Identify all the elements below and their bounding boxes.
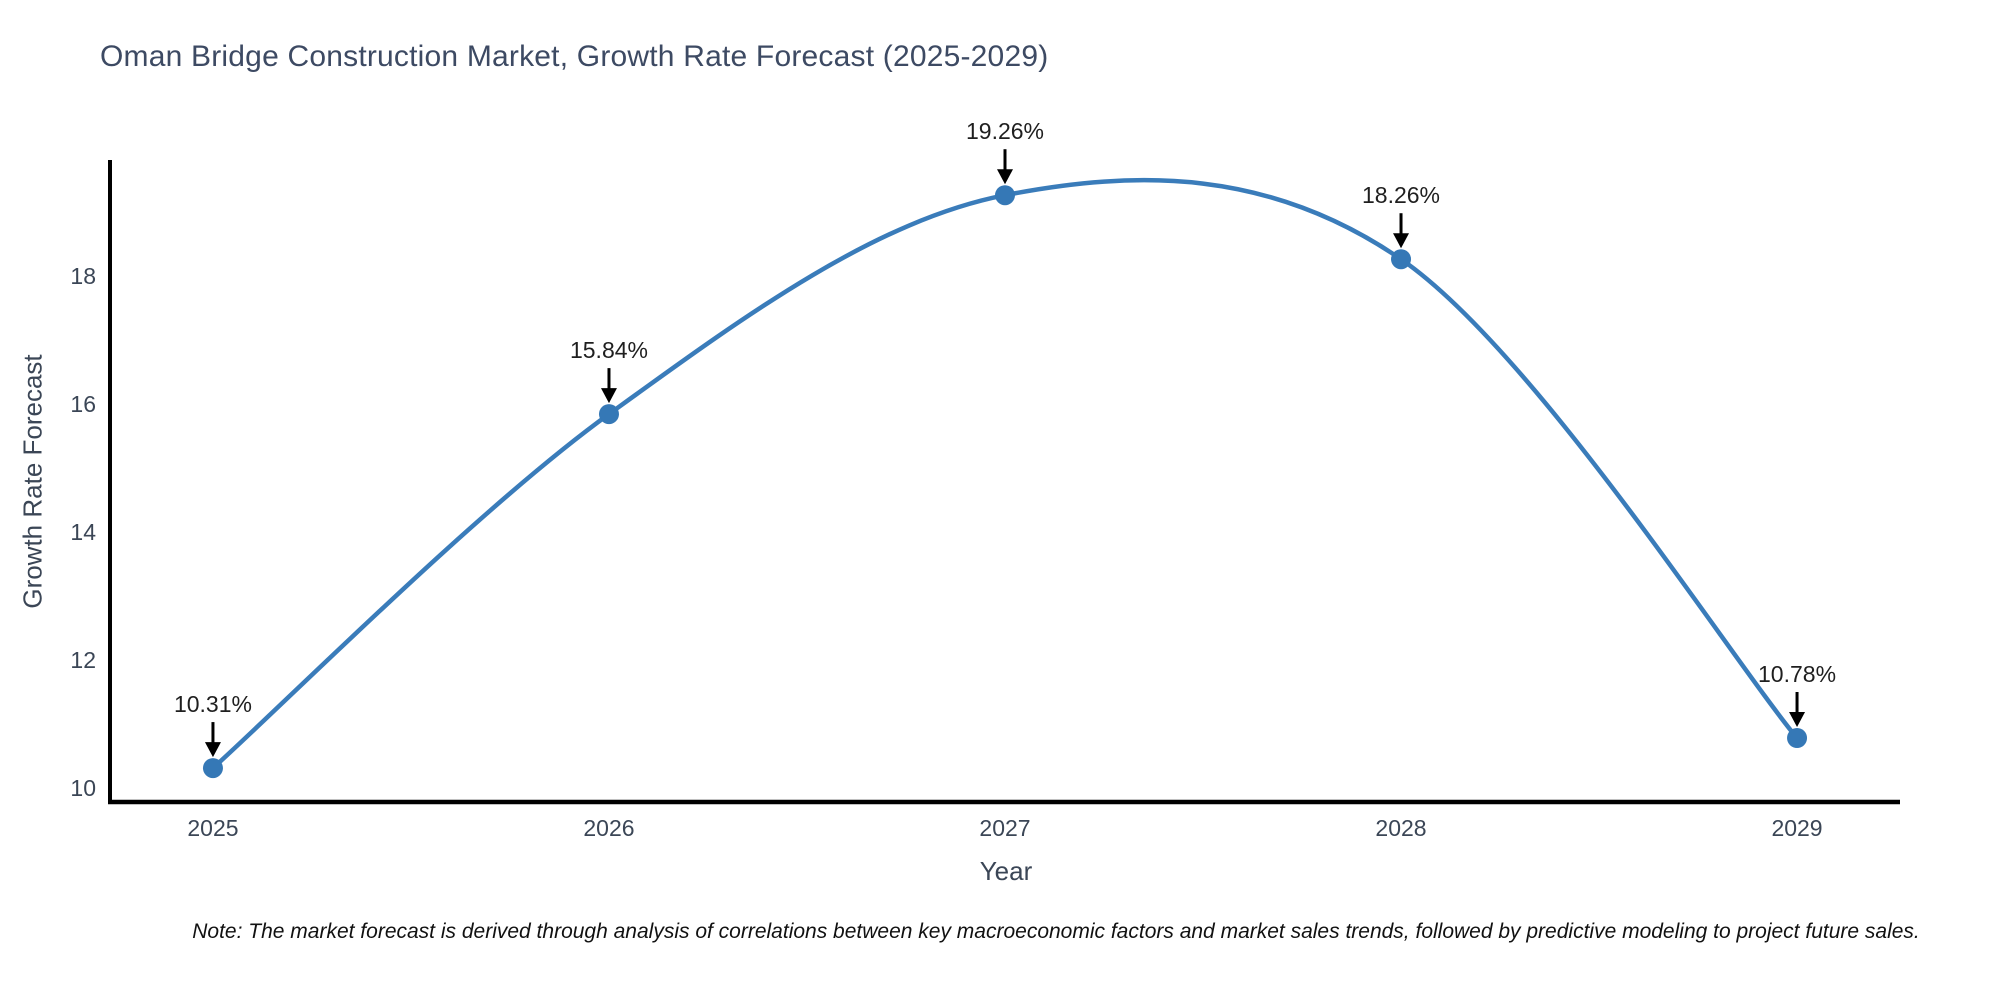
x-axis-title: Year [979, 856, 1033, 886]
annotation-arrow-head [600, 388, 617, 404]
data-point-marker [1787, 727, 1808, 748]
chart-title: Oman Bridge Construction Market, Growth … [100, 40, 1049, 73]
y-tick-label: 12 [70, 647, 96, 673]
point-value-label: 15.84% [570, 337, 648, 363]
annotation-arrow-head [204, 742, 221, 758]
footnote: Note: The market forecast is derived thr… [192, 920, 1920, 943]
data-point-marker [598, 404, 619, 425]
forecast-spline-line [210, 177, 1800, 771]
point-value-label: 10.78% [1758, 661, 1836, 687]
y-tick-label: 16 [70, 391, 96, 417]
x-tick-label: 2027 [979, 815, 1030, 841]
data-point-marker [202, 758, 223, 779]
data-point-marker [995, 185, 1015, 206]
annotation-arrow-head [997, 169, 1013, 185]
annotation-arrow-head [1789, 711, 1806, 727]
y-tick-label: 14 [70, 519, 96, 545]
y-tick-label: 10 [70, 775, 96, 801]
x-tick-label: 2026 [583, 815, 634, 841]
y-tick-label: 18 [70, 263, 96, 289]
annotation-arrow-head [1393, 233, 1410, 249]
point-value-label: 19.26% [966, 118, 1044, 144]
x-tick-label: 2025 [187, 815, 238, 841]
x-tick-label: 2028 [1375, 815, 1426, 841]
data-point-marker [1391, 249, 1412, 270]
point-value-label: 18.26% [1362, 182, 1440, 208]
x-tick-label: 2029 [1771, 815, 1822, 841]
point-value-label: 10.31% [174, 691, 252, 717]
